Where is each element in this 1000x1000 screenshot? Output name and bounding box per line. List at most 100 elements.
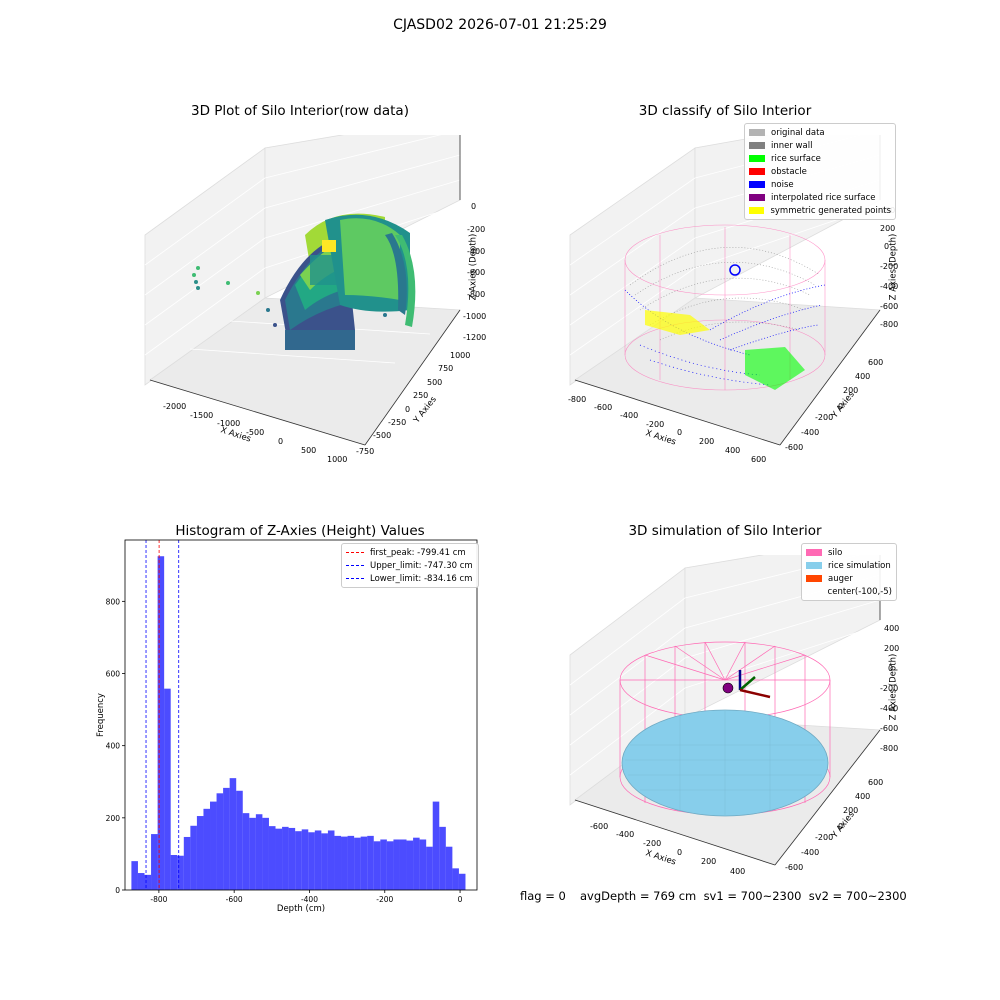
histogram-bar [406,840,414,890]
legend-item: obstacle [749,165,891,178]
simulation-xtick: 200 [701,857,717,866]
classify-xtick: 0 [677,428,683,437]
raw-scatter [192,213,416,350]
histogram-bar [354,837,361,890]
legend-label: original data [771,127,825,138]
legend-item: silo [806,546,892,559]
legend-label: Lower_limit: -834.16 cm [370,573,473,584]
rice-mesh [625,711,825,815]
classify-ytick: -600 [785,443,804,452]
histogram-bar [137,873,145,890]
simulation-ztick: 400 [884,624,900,633]
histogram-bar [439,826,446,890]
y-tick-label: 200 [106,814,121,823]
legend-item: Upper_limit: -747.30 cm [346,559,474,572]
histogram-ylabel: Frequency [96,693,106,737]
raw-ytick: 0 [405,405,411,414]
legend-item: symmetric generated points [749,204,891,217]
histogram-bar [255,814,263,890]
classify-xtick: 400 [725,446,741,455]
legend-item: center(-100,-5) [806,585,892,598]
raw-ztick: -1000 [463,312,487,321]
legend-label: symmetric generated points [770,205,891,216]
simulation-ztick: 0 [888,664,894,673]
histogram-bar [282,826,289,890]
x-tick-label: 0 [458,895,463,904]
histogram-bar [190,825,197,890]
histogram-bar [229,778,237,890]
legend-line [346,565,364,566]
histogram-bar [432,801,440,890]
histogram-bar [327,830,335,890]
histogram-bar [203,808,211,890]
simulation-xtick: -600 [590,822,609,831]
classify-xtick: -600 [594,403,613,412]
simulation-ztick: -800 [880,744,899,753]
histogram-title: Histogram of Z-Axies (Height) Values [175,523,425,539]
histogram-bar [347,835,355,890]
legend-swatch [749,142,765,149]
simulation-ztick: -600 [880,724,899,733]
histogram-bar [177,855,184,890]
legend-label: Upper_limit: -747.30 cm [370,560,473,571]
raw-ztick: -1200 [463,333,487,342]
simulation-plot-title: 3D simulation of Silo Interior [628,523,822,539]
legend-item: Lower_limit: -834.16 cm [346,572,474,585]
histogram-bar [164,688,171,890]
histogram-bar [223,787,230,890]
legend-swatch [749,181,765,188]
histogram-bar [249,817,256,890]
simulation-3d-plot [569,555,881,866]
simulation-legend: silo rice simulation auger center(-100,-… [801,543,897,601]
legend-item: rice surface [749,152,891,165]
simulation-ytick: 400 [855,792,871,801]
classify-ztick: -400 [880,282,899,291]
simulation-ytick: 600 [868,778,884,787]
histogram-bar [360,836,368,890]
raw-ztick: -400 [467,247,486,256]
classify-ztick: 0 [884,242,890,251]
raw-xtick: -1500 [190,411,214,420]
histogram-bar [288,827,296,890]
flag-status: flag = 0 [520,889,566,903]
classify-ztick: 200 [880,224,896,233]
legend-label: first_peak: -799.41 cm [370,547,466,558]
raw-ytick: 1000 [450,351,471,360]
raw-ztick: -200 [467,225,486,234]
histogram-bar [399,839,407,890]
raw-xtick: -1000 [217,419,241,428]
simulation-ytick: 200 [843,806,859,815]
figure-suptitle: CJASD02 2026-07-01 21:25:29 [393,17,607,33]
simulation-xtick: 0 [677,848,683,857]
y-tick-label: 600 [106,670,121,679]
legend-item: inner wall [749,139,891,152]
histogram-bar [151,834,158,890]
histogram-bars [131,556,466,890]
histogram-bar [131,861,138,890]
raw-ytick: 500 [427,378,443,387]
histogram-bar [216,793,224,890]
classify-ytick: 600 [868,358,884,367]
histogram-bar [413,837,420,890]
histogram-bar [295,831,302,890]
histogram-xlabel: Depth (cm) [277,904,325,914]
raw-ytick: 250 [413,391,429,400]
raw-zlabel: Z Axies (Depth) [468,233,479,301]
histogram-bar [373,841,381,890]
raw-xtick: 500 [301,446,317,455]
classify-zlabel: Z Axies (Depth) [888,233,899,301]
legend-swatch [806,588,822,595]
legend-label: silo [828,547,843,558]
histogram-legend: first_peak: -799.41 cm Upper_limit: -747… [341,543,479,588]
classify-ztick: -200 [880,262,899,271]
histogram-bar [452,868,459,890]
simulation-xtick: -400 [616,830,635,839]
raw-3d-plot [144,135,461,446]
raw-xtick: 0 [278,437,284,446]
simulation-ytick: -400 [801,848,820,857]
raw-ytick: -250 [388,418,407,427]
legend-line [346,552,364,553]
classify-legend: original data inner wall rice surface ob… [744,123,896,220]
legend-item: noise [749,178,891,191]
raw-xtick: 1000 [327,455,348,464]
